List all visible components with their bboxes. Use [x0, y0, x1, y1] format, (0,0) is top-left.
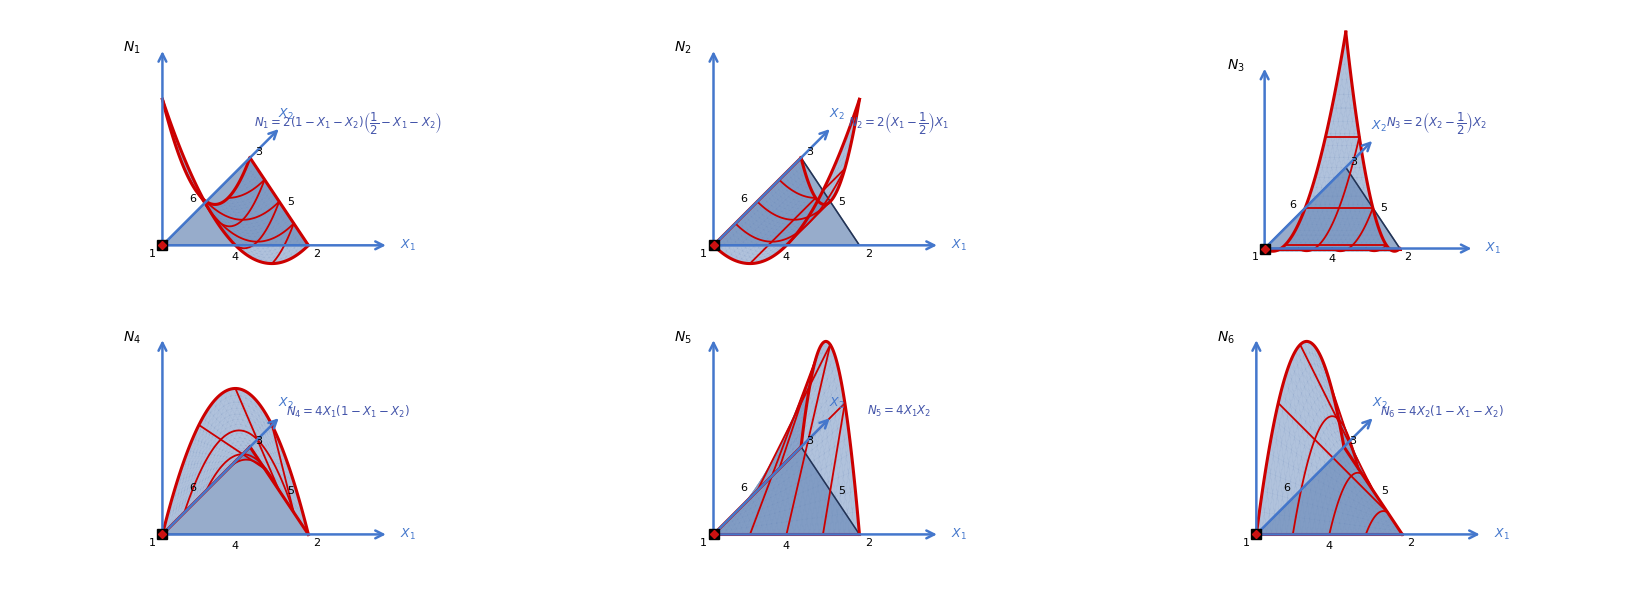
- Polygon shape: [714, 158, 859, 245]
- Text: 1: 1: [148, 538, 156, 548]
- Text: 5: 5: [1380, 203, 1387, 213]
- Text: 6: 6: [1290, 200, 1296, 210]
- Text: 4: 4: [232, 252, 239, 262]
- Text: 5: 5: [288, 486, 294, 496]
- Text: $X_1$: $X_1$: [951, 527, 967, 542]
- Text: $N_1$: $N_1$: [123, 40, 140, 57]
- Polygon shape: [163, 158, 308, 245]
- Text: 5: 5: [288, 196, 294, 206]
- Text: 2: 2: [1405, 252, 1411, 261]
- Text: $N_5 = 4X_1X_2$: $N_5 = 4X_1X_2$: [867, 404, 931, 419]
- Text: 6: 6: [189, 194, 196, 204]
- Text: 4: 4: [1326, 541, 1332, 551]
- Text: $N_6$: $N_6$: [1217, 329, 1234, 346]
- Text: $N_2$: $N_2$: [674, 40, 691, 57]
- Text: 5: 5: [839, 196, 846, 206]
- Text: $X_2$: $X_2$: [278, 107, 294, 122]
- Text: 1: 1: [148, 249, 156, 259]
- Polygon shape: [163, 447, 308, 535]
- Polygon shape: [1265, 168, 1400, 248]
- Text: 3: 3: [1349, 436, 1355, 446]
- Text: 1: 1: [699, 249, 707, 259]
- Text: $X_1$: $X_1$: [1485, 241, 1500, 256]
- Text: $X_1$: $X_1$: [400, 527, 416, 542]
- Text: $N_3 = 2\left(X_2-\dfrac{1}{2}\right)X_2$: $N_3 = 2\left(X_2-\dfrac{1}{2}\right)X_2…: [1385, 110, 1487, 136]
- Text: 4: 4: [232, 541, 239, 551]
- Text: $X_1$: $X_1$: [400, 238, 416, 253]
- Text: $X_2$: $X_2$: [829, 396, 846, 411]
- Text: $N_3$: $N_3$: [1227, 58, 1244, 74]
- Text: 2: 2: [865, 538, 872, 548]
- Text: 4: 4: [783, 541, 790, 551]
- Text: 4: 4: [1329, 254, 1336, 264]
- Text: 3: 3: [806, 436, 813, 446]
- Text: 5: 5: [839, 486, 846, 496]
- Text: $N_2 = 2\left(X_1-\dfrac{1}{2}\right)X_1$: $N_2 = 2\left(X_1-\dfrac{1}{2}\right)X_1…: [849, 110, 949, 136]
- Text: $N_1 = 2(1-X_1-X_2)\left(\dfrac{1}{2}-X_1-X_2\right)$: $N_1 = 2(1-X_1-X_2)\left(\dfrac{1}{2}-X_…: [253, 110, 443, 136]
- Text: $N_4$: $N_4$: [123, 329, 140, 346]
- Polygon shape: [1257, 447, 1402, 535]
- Text: 3: 3: [806, 147, 813, 157]
- Text: $X_1$: $X_1$: [1494, 527, 1510, 542]
- Text: $N_5$: $N_5$: [674, 329, 691, 346]
- Text: 6: 6: [740, 483, 747, 493]
- Text: $X_2$: $X_2$: [1372, 119, 1387, 134]
- Text: $N_6 = 4X_2(1-X_1-X_2)$: $N_6 = 4X_2(1-X_1-X_2)$: [1380, 404, 1504, 420]
- Text: 4: 4: [783, 252, 790, 262]
- Text: 1: 1: [699, 538, 707, 548]
- Text: 6: 6: [189, 483, 196, 493]
- Text: $X_2$: $X_2$: [829, 107, 846, 122]
- Text: 6: 6: [740, 194, 747, 204]
- Text: $X_1$: $X_1$: [951, 238, 967, 253]
- Text: 2: 2: [1408, 538, 1415, 548]
- Text: 2: 2: [314, 249, 321, 259]
- Text: 2: 2: [865, 249, 872, 259]
- Text: 3: 3: [255, 147, 262, 157]
- Text: 3: 3: [255, 436, 262, 446]
- Text: $X_2$: $X_2$: [1372, 396, 1388, 411]
- Text: $N_4 = 4X_1(1-X_1-X_2)$: $N_4 = 4X_1(1-X_1-X_2)$: [286, 404, 410, 420]
- Text: 1: 1: [1252, 252, 1258, 261]
- Text: $X_2$: $X_2$: [278, 396, 294, 411]
- Text: 6: 6: [1283, 483, 1290, 493]
- Text: 2: 2: [314, 538, 321, 548]
- Text: 1: 1: [1242, 538, 1250, 548]
- Text: 3: 3: [1351, 157, 1357, 167]
- Text: 5: 5: [1382, 486, 1388, 496]
- Polygon shape: [714, 447, 859, 535]
